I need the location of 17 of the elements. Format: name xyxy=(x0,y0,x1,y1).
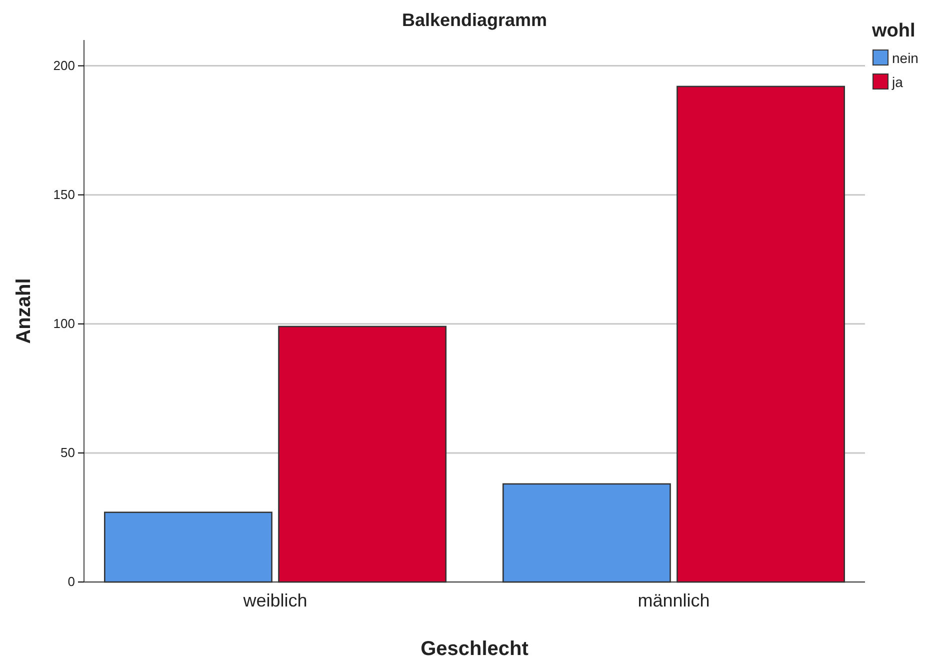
legend-title: wohl xyxy=(871,20,916,42)
bar xyxy=(278,326,447,583)
bar xyxy=(676,86,845,583)
legend-label: ja xyxy=(891,74,904,90)
y-tick-label: 200 xyxy=(53,58,75,73)
y-tick-label: 50 xyxy=(60,445,75,460)
x-axis-title: Geschlecht xyxy=(420,638,529,659)
bar xyxy=(502,483,671,583)
y-axis-title: Anzahl xyxy=(13,278,35,344)
legend-label: nein xyxy=(892,50,918,66)
y-tick-label: 0 xyxy=(68,574,75,590)
y-tick-label: 100 xyxy=(53,316,75,332)
bar xyxy=(104,512,272,583)
x-tick-label: männlich xyxy=(638,590,710,611)
x-tick-label: weiblich xyxy=(242,590,308,611)
chart-title: Balkendiagramm xyxy=(402,10,548,30)
y-tick-label: 150 xyxy=(53,187,75,202)
